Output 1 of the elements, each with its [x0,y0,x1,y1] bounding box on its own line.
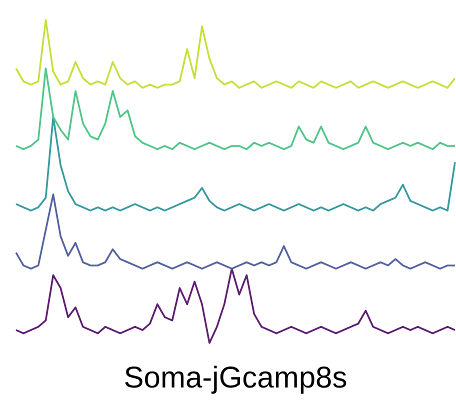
text: Soma-jGcamp8s [124,361,348,394]
